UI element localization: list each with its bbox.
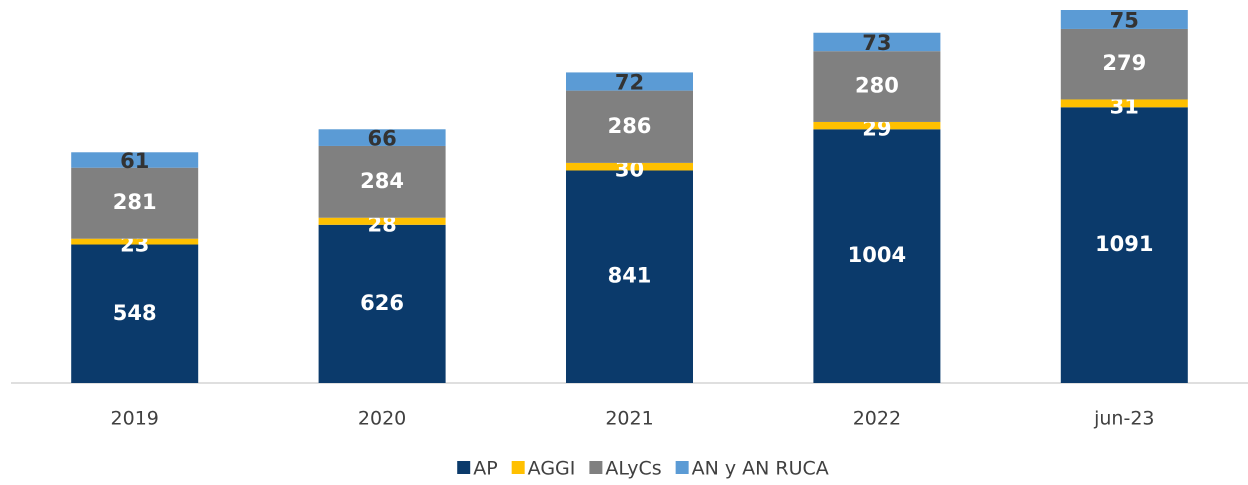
bar-segment <box>813 129 941 383</box>
bar-segment <box>1060 28 1188 100</box>
bar-segment <box>318 145 446 218</box>
data-label: 73 <box>862 31 891 55</box>
x-tick-label: jun-23 <box>1093 408 1154 430</box>
legend-label: AGGI <box>528 458 576 480</box>
data-label: 279 <box>1102 51 1146 75</box>
bar-segment <box>318 129 446 146</box>
bar-segment <box>566 170 693 383</box>
data-label: 284 <box>360 169 404 193</box>
x-tick-label: 2022 <box>853 408 901 430</box>
data-label: 1004 <box>848 243 906 267</box>
data-label: 626 <box>360 291 404 315</box>
bar-segment <box>1060 10 1188 29</box>
bar-segment <box>813 121 941 130</box>
legend-swatch <box>511 461 525 474</box>
x-tick-label: 2020 <box>358 408 406 430</box>
x-tick-label: 2019 <box>111 408 159 430</box>
data-label: 61 <box>120 149 149 173</box>
data-label: 281 <box>113 190 157 214</box>
bar-segment <box>71 244 199 383</box>
bar-segment <box>318 224 446 383</box>
data-label: 72 <box>615 71 644 95</box>
bar-segment <box>1060 107 1188 383</box>
bar-segment <box>1060 99 1188 108</box>
data-label: 280 <box>855 74 899 98</box>
bar-segment <box>71 238 199 245</box>
bar-segment <box>71 167 199 239</box>
legend-label: ALyCs <box>605 458 661 480</box>
legend-swatch <box>457 461 471 474</box>
bar-segment <box>71 152 199 168</box>
bar-segment <box>813 32 941 52</box>
legend-swatch <box>675 461 689 474</box>
legend-swatch <box>589 461 603 474</box>
bar-segment <box>318 217 446 225</box>
legend-label: AP <box>473 458 497 480</box>
data-label: 66 <box>367 127 396 151</box>
bar-segment <box>813 51 941 122</box>
x-tick-label: 2021 <box>605 408 653 430</box>
data-label: 841 <box>608 264 652 288</box>
bar-segment <box>566 162 693 171</box>
data-label: 75 <box>1110 8 1139 32</box>
legend: AP AGGI ALyCs AN y AN RUCA <box>457 458 829 480</box>
bar-segment <box>566 90 693 163</box>
data-label: 1091 <box>1095 232 1153 256</box>
data-label: 286 <box>608 114 652 138</box>
data-label: 548 <box>113 301 157 325</box>
legend-label: AN y AN RUCA <box>692 458 829 480</box>
bar-segment <box>566 72 693 91</box>
